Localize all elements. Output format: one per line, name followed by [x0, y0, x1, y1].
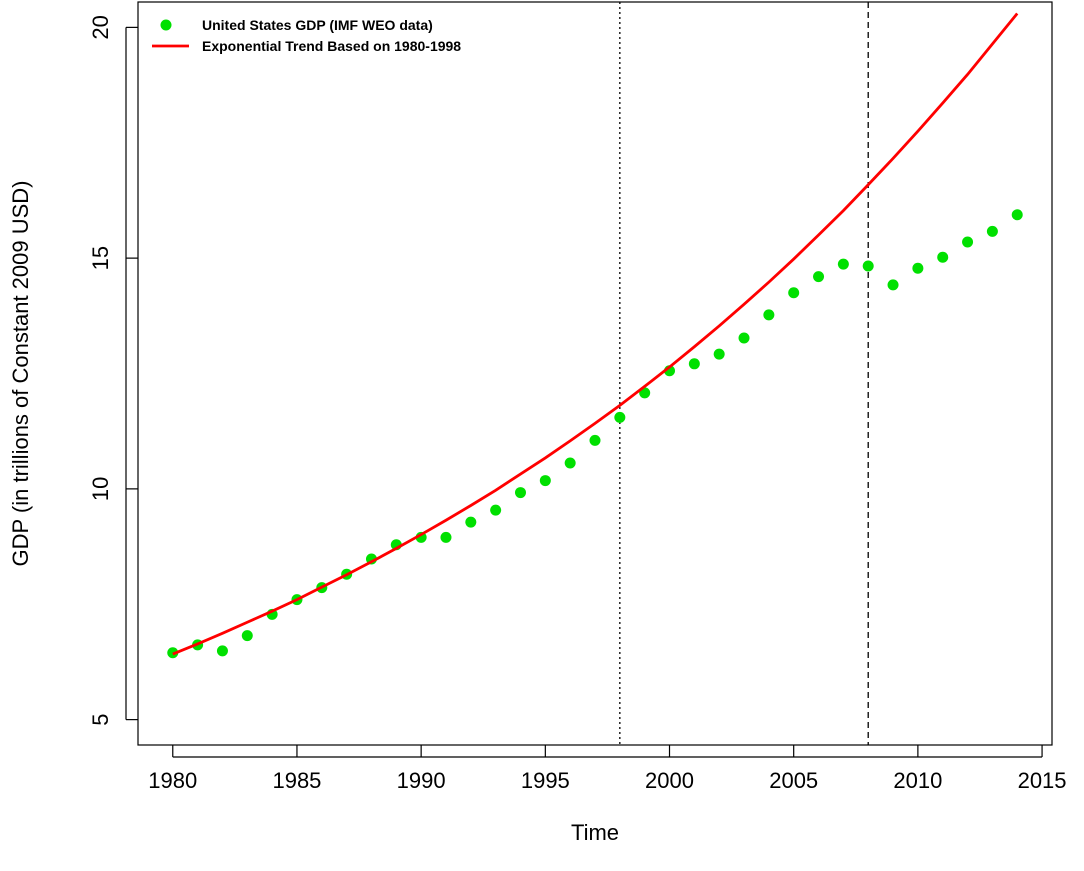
- axes: 1980 1985 1990 1995 2000 2005 2010 2015 5 10 15 20: [88, 1, 1067, 793]
- legend-point-symbol: [160, 19, 172, 31]
- gdp-point: [440, 531, 452, 543]
- x-tick-label: 1980: [148, 768, 197, 793]
- gdp-point: [688, 358, 700, 370]
- y-tick-label: 20: [88, 15, 113, 39]
- x-tick-label: 2015: [1018, 768, 1067, 793]
- x-tick-label: 2010: [893, 768, 942, 793]
- x-tick-label: 1995: [521, 768, 570, 793]
- gdp-point: [1011, 209, 1023, 221]
- y-tick-label: 5: [88, 713, 113, 725]
- gdp-point: [614, 411, 626, 423]
- gdp-point: [788, 287, 800, 299]
- gdp-point: [862, 260, 874, 272]
- plot-area: [167, 2, 1023, 745]
- y-axis-title: GDP (in trillions of Constant 2009 USD): [8, 181, 33, 567]
- gdp-point: [912, 262, 924, 274]
- gdp-point: [763, 309, 775, 321]
- gdp-point: [887, 279, 899, 291]
- legend-label-gdp: United States GDP (IMF WEO data): [202, 17, 433, 33]
- gdp-point: [962, 236, 974, 248]
- gdp-point: [837, 258, 849, 270]
- gdp-point: [490, 504, 502, 516]
- trend-line: [172, 12, 1019, 656]
- gdp-point: [986, 225, 998, 237]
- gdp-point: [738, 332, 750, 344]
- legend: United States GDP (IMF WEO data) Exponent…: [152, 17, 461, 54]
- gdp-point: [713, 348, 725, 360]
- gdp-point: [813, 271, 825, 283]
- x-tick-label: 2005: [769, 768, 818, 793]
- gdp-point: [514, 487, 526, 499]
- gdp-point: [589, 434, 601, 446]
- x-axis-title: Time: [571, 820, 619, 845]
- gdp-point: [564, 457, 576, 469]
- gdp-point: [937, 251, 949, 263]
- x-tick-label: 1985: [272, 768, 321, 793]
- gdp-point: [465, 516, 477, 528]
- gdp-point: [216, 645, 228, 657]
- gdp-point: [241, 630, 253, 642]
- y-tick-label: 15: [88, 246, 113, 270]
- y-tick-label: 10: [88, 477, 113, 501]
- legend-label-trend: Exponential Trend Based on 1980-1998: [202, 38, 461, 54]
- plot-frame: [137, 1, 1053, 746]
- gdp-point: [539, 475, 551, 487]
- x-tick-label: 2000: [645, 768, 694, 793]
- x-tick-label: 1990: [397, 768, 446, 793]
